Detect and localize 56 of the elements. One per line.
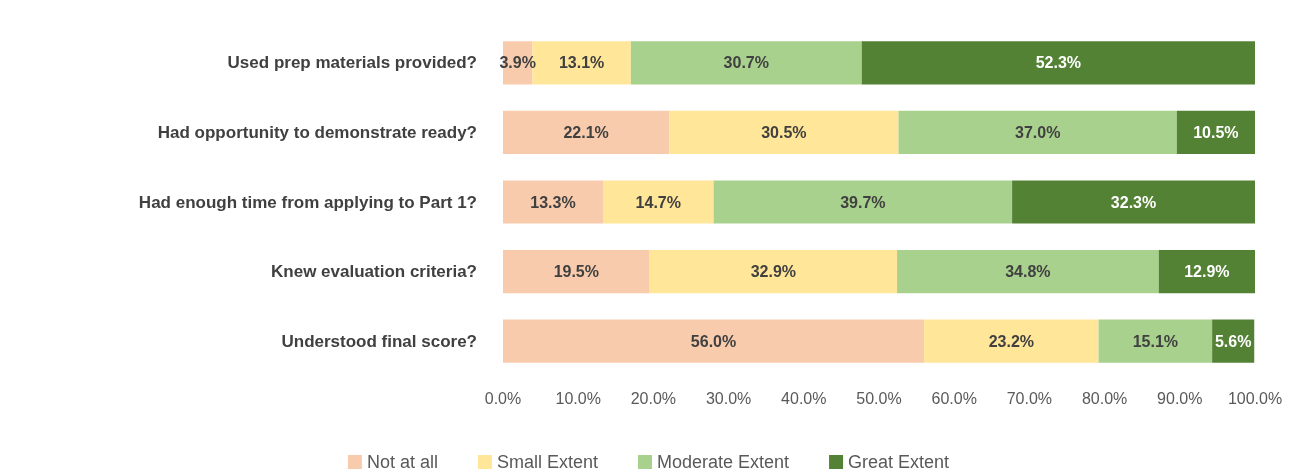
- x-tick-label: 80.0%: [1081, 389, 1128, 407]
- data-label: 15.1%: [1132, 332, 1179, 350]
- data-label: 12.9%: [1184, 263, 1230, 281]
- data-label: 3.9%: [499, 54, 536, 72]
- data-label: 56.0%: [690, 332, 737, 350]
- y-tick-label: Knew evaluation criteria?: [271, 262, 477, 282]
- bar: [503, 319, 925, 363]
- bar: [503, 110, 670, 154]
- bar: [503, 180, 604, 224]
- bar: [603, 180, 714, 224]
- bar: [897, 250, 1159, 294]
- x-tick-label: 20.0%: [630, 389, 677, 407]
- legend-label: Small Extent: [496, 452, 598, 472]
- x-tick-label: 40.0%: [781, 389, 827, 407]
- bar: [1012, 180, 1255, 224]
- x-tick-label: 70.0%: [1006, 389, 1053, 407]
- bar: [503, 250, 650, 294]
- legend-label: Not at all: [366, 452, 438, 472]
- data-label: 13.3%: [530, 193, 576, 211]
- data-label: 30.5%: [761, 123, 807, 141]
- bar: [713, 180, 1013, 224]
- y-tick-label: Had enough time from applying to Part 1?: [138, 192, 477, 212]
- data-label: 13.1%: [558, 54, 605, 72]
- data-label: 52.3%: [1035, 54, 1082, 72]
- data-label: 5.6%: [1214, 332, 1252, 350]
- x-tick-label: 0.0%: [484, 389, 522, 407]
- x-tick-label: 100.0%: [1227, 389, 1283, 407]
- y-tick-label: Had opportunity to demonstrate ready?: [157, 122, 477, 142]
- data-label: 14.7%: [635, 193, 681, 211]
- data-label: 34.8%: [1005, 263, 1051, 281]
- bar: [649, 250, 898, 294]
- data-label: 32.9%: [750, 263, 797, 281]
- data-label: 10.5%: [1193, 123, 1239, 141]
- bar: [1098, 319, 1213, 363]
- x-tick-label: 90.0%: [1157, 389, 1203, 407]
- legend-label: Moderate Extent: [656, 452, 790, 472]
- data-label: 22.1%: [563, 123, 609, 141]
- data-label: 32.3%: [1110, 193, 1157, 211]
- bar: [630, 41, 862, 85]
- data-label: 23.2%: [988, 332, 1035, 350]
- y-tick-label: Used prep materials provided?: [227, 53, 477, 73]
- x-tick-label: 50.0%: [856, 389, 902, 407]
- legend-label: Great Extent: [848, 452, 950, 472]
- x-tick-label: 10.0%: [555, 389, 601, 407]
- x-tick-label: 60.0%: [931, 389, 977, 407]
- bar: [898, 110, 1177, 154]
- x-tick-label: 30.0%: [705, 389, 752, 407]
- data-label: 19.5%: [553, 263, 600, 281]
- bar: [924, 319, 1099, 363]
- y-tick-label: Understood final score?: [281, 331, 477, 351]
- bar: [669, 110, 899, 154]
- bar: [861, 41, 1255, 85]
- data-label: 30.7%: [723, 54, 769, 72]
- data-label: 37.0%: [1014, 123, 1061, 141]
- data-label: 39.7%: [840, 193, 886, 211]
- bar: [1158, 250, 1255, 294]
